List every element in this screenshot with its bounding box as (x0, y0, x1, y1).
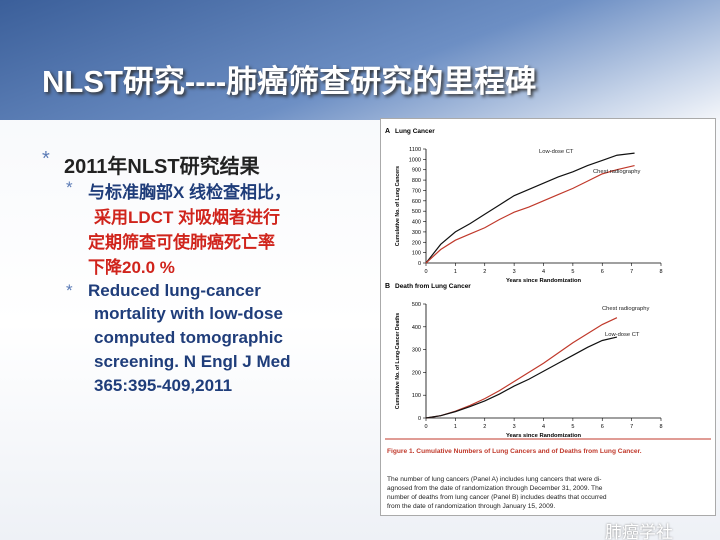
y-tick-label: 200 (412, 370, 421, 376)
y-tick-label: 900 (412, 168, 421, 174)
bullet-marker: * (66, 281, 73, 300)
x-tick-label: 4 (542, 424, 545, 430)
sub-bullet-line: 定期筛查可使肺癌死亡率 (88, 233, 275, 252)
sub-bullet-line: 365:395-409,2011 (94, 376, 233, 395)
x-tick-label: 3 (513, 424, 516, 430)
y-axis-label: Cumulative No. of Lung Cancers (395, 166, 401, 246)
bullet-marker: * (66, 178, 73, 197)
series-line (425, 152, 635, 264)
sub-bullet-line: Reduced lung-cancer (88, 281, 261, 300)
caption-line: The number of lung cancers (Panel A) inc… (387, 476, 601, 483)
x-tick-label: 6 (601, 424, 604, 430)
y-tick-label: 500 (412, 209, 421, 215)
panel-label: B (385, 283, 390, 290)
slide-title: NLST研究----肺癌筛查研究的里程碑 (42, 64, 537, 99)
bullet: 2011年NLST研究结果 (64, 156, 260, 178)
figure-charts: Figure 1. Cumulative Numbers of Lung Can… (385, 128, 711, 510)
y-tick-label: 300 (412, 348, 421, 354)
y-tick-label: 100 (412, 251, 421, 257)
watermark: 肺癌学社 (605, 523, 673, 540)
x-tick-label: 7 (630, 424, 633, 430)
sub-bullet-line: computed tomographic (94, 328, 283, 347)
caption-line: number of deaths from lung cancer (Panel… (387, 494, 607, 501)
x-tick-label: 8 (659, 424, 662, 430)
series-line (425, 336, 618, 419)
series-line (425, 317, 618, 419)
x-tick-label: 2 (483, 424, 486, 430)
y-tick-label: 200 (412, 240, 421, 246)
x-tick-label: 5 (571, 269, 574, 275)
y-tick-label: 100 (412, 393, 421, 399)
series-label: Low-dose CT (539, 149, 574, 155)
panel-title: Death from Lung Cancer (395, 283, 471, 290)
sub-bullet-line: 采用LDCT 对吸烟者进行 (94, 208, 281, 227)
figure: Figure 1. Cumulative Numbers of Lung Can… (380, 118, 716, 516)
x-tick-label: 5 (571, 424, 574, 430)
panel-label: A (385, 128, 390, 135)
y-tick-label: 400 (412, 325, 421, 331)
y-tick-label: 0 (418, 416, 421, 422)
series-line (425, 164, 635, 264)
y-tick-label: 0 (418, 261, 421, 267)
y-tick-label: 1100 (409, 147, 421, 153)
y-tick-label: 600 (412, 199, 421, 205)
series-label: Low-dose CT (605, 332, 640, 338)
y-tick-label: 1000 (409, 157, 421, 163)
y-tick-label: 500 (412, 302, 421, 308)
caption-title: Figure 1. Cumulative Numbers of Lung Can… (387, 448, 642, 455)
x-tick-label: 8 (659, 269, 662, 275)
caption-line: from the date of randomization through J… (387, 503, 555, 510)
series-label: Chest radiography (602, 306, 649, 312)
caption-line: agnosed from the date of randomization t… (387, 485, 603, 492)
x-tick-label: 7 (630, 269, 633, 275)
y-tick-label: 800 (412, 178, 421, 184)
x-axis-label: Years since Randomization (506, 278, 582, 284)
x-tick-label: 1 (454, 269, 457, 275)
x-tick-label: 1 (454, 424, 457, 430)
x-tick-label: 3 (513, 269, 516, 275)
y-tick-label: 300 (412, 230, 421, 236)
y-axis-label: Cumulative No. of Lung-Cancer Deaths (395, 313, 401, 409)
sub-bullet-line: mortality with low-dose (94, 304, 283, 323)
sub-bullet-line: 下降20.0 % (88, 258, 175, 277)
x-tick-label: 0 (424, 269, 427, 275)
bullet-marker: * (42, 148, 50, 170)
x-axis-label: Years since Randomization (506, 433, 582, 439)
y-tick-label: 400 (412, 220, 421, 226)
x-tick-label: 4 (542, 269, 545, 275)
sub-bullet-line: screening. N Engl J Med (94, 352, 291, 371)
series-label: Chest radiography (593, 169, 640, 175)
x-tick-label: 2 (483, 269, 486, 275)
banner (0, 0, 720, 120)
panel-title: Lung Cancer (395, 128, 435, 135)
sub-bullet-line: 与标准胸部X 线检查相比， (88, 183, 292, 202)
x-tick-label: 6 (601, 269, 604, 275)
y-tick-label: 700 (412, 188, 421, 194)
x-tick-label: 0 (424, 424, 427, 430)
